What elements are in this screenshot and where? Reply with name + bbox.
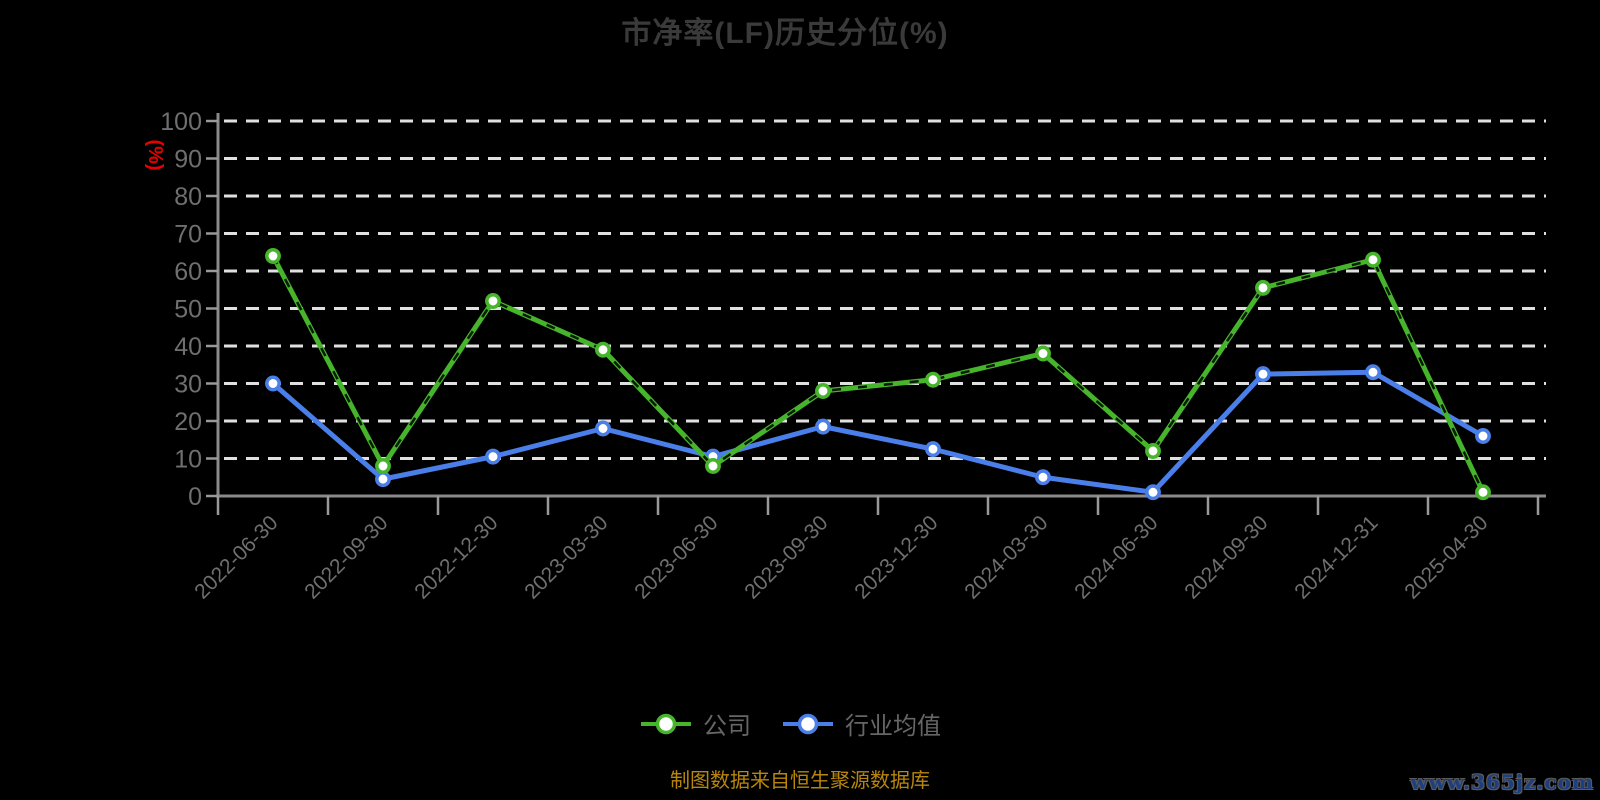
legend: 公司 行业均值	[0, 706, 1580, 741]
x-axis-label: 2023-06-30	[630, 511, 722, 603]
x-axis-label: 2023-03-30	[520, 511, 612, 603]
y-axis-unit-label: (%)	[144, 139, 166, 170]
source-note: 制图数据来自恒生聚源数据库	[670, 770, 930, 792]
company-data-point	[375, 458, 391, 474]
company-data-point	[265, 248, 281, 264]
y-axis-label: 50	[174, 296, 202, 324]
x-axis-label: 2024-09-30	[1180, 511, 1272, 603]
industry-data-point	[485, 448, 501, 465]
x-axis-label: 2025-04-30	[1400, 511, 1492, 603]
x-axis-label: 2024-03-30	[960, 511, 1052, 603]
y-axis-label: 0	[188, 483, 202, 511]
industry-data-point	[815, 418, 831, 435]
y-axis-label: 100	[160, 108, 202, 136]
company-data-point	[705, 458, 721, 474]
industry-data-point	[1365, 364, 1381, 381]
legend-label-industry-average: 行业均值	[845, 713, 941, 740]
legend-label-company: 公司	[703, 713, 751, 740]
x-axis-label: 2023-12-30	[850, 511, 942, 603]
company-data-point	[925, 371, 941, 388]
company-data-point	[485, 293, 501, 309]
company-data-point	[1365, 251, 1381, 268]
company-data-point	[1035, 345, 1051, 362]
legend-item-industry-average[interactable]: 行业均值	[781, 706, 941, 741]
industry-data-point	[265, 375, 281, 392]
x-axis-label: 2024-06-30	[1070, 511, 1162, 603]
watermark: www.365jz.com	[1410, 770, 1594, 794]
y-axis-label: 70	[174, 221, 202, 249]
industry-data-point	[1035, 469, 1051, 486]
y-axis-label: 40	[174, 333, 202, 361]
industry-data-point	[1255, 366, 1271, 383]
company-series-marker-icon	[641, 713, 691, 734]
y-axis-label: 90	[174, 146, 202, 174]
y-axis-label: 80	[174, 183, 202, 211]
y-axis-label: 10	[174, 446, 202, 474]
company-data-point	[595, 341, 611, 358]
company-series-dash-overlay	[271, 255, 1485, 493]
industry-series-line	[270, 369, 1486, 495]
industry-data-point	[595, 420, 611, 437]
company-data-point	[1475, 484, 1491, 501]
x-axis-label: 2022-06-30	[190, 511, 282, 603]
industry-series-marker-icon	[783, 713, 833, 734]
company-data-point	[815, 383, 831, 399]
y-axis-label: 20	[174, 408, 202, 436]
industry-data-point	[375, 471, 391, 488]
industry-data-point	[925, 441, 941, 458]
chart-title: 市净率(LF)历史分位(%)	[621, 17, 949, 50]
x-axis-label: 2022-09-30	[300, 511, 392, 603]
company-data-point	[1255, 279, 1271, 296]
y-axis-label: 60	[174, 258, 202, 286]
x-axis-label: 2022-12-30	[410, 511, 502, 603]
y-axis-label: 30	[174, 371, 202, 399]
industry-data-point	[1475, 428, 1491, 444]
x-axis-label: 2023-09-30	[740, 511, 832, 603]
x-axis-label: 2024-12-31	[1290, 511, 1382, 603]
industry-data-point	[1145, 484, 1161, 501]
company-data-point	[1145, 443, 1161, 459]
legend-item-company[interactable]: 公司	[639, 706, 751, 741]
